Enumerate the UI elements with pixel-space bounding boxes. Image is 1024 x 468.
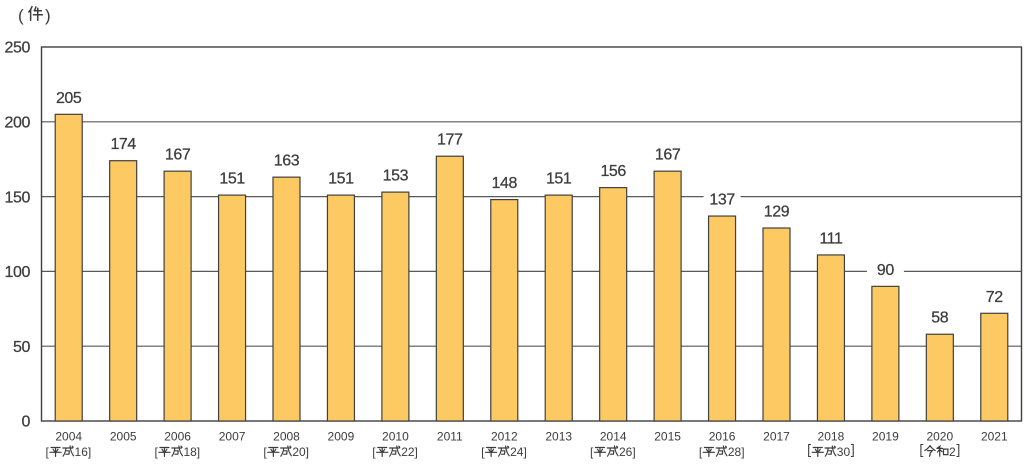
svg-text:151: 151 xyxy=(328,171,354,188)
svg-text:[: [ xyxy=(46,445,50,459)
svg-text:50: 50 xyxy=(13,339,30,356)
svg-text:111: 111 xyxy=(819,230,843,247)
svg-text:2014: 2014 xyxy=(600,430,627,444)
svg-text:2007: 2007 xyxy=(219,430,246,444)
svg-text:167: 167 xyxy=(655,147,681,164)
svg-text:148: 148 xyxy=(492,175,518,192)
svg-text:2017: 2017 xyxy=(763,430,790,444)
svg-text:2015: 2015 xyxy=(654,430,681,444)
svg-text:100: 100 xyxy=(5,264,31,281)
svg-text:2: 2 xyxy=(949,445,956,459)
svg-text:150: 150 xyxy=(5,189,31,206)
svg-text:[: [ xyxy=(154,445,158,459)
svg-text:129: 129 xyxy=(764,204,790,221)
svg-text:]: ] xyxy=(523,445,526,459)
svg-text:167: 167 xyxy=(165,147,191,164)
svg-text:26: 26 xyxy=(619,445,633,459)
svg-text:24: 24 xyxy=(510,445,524,459)
svg-text:0: 0 xyxy=(22,414,31,431)
svg-text:]: ] xyxy=(306,445,309,459)
svg-text:58: 58 xyxy=(931,310,948,327)
svg-text:18: 18 xyxy=(183,445,197,459)
svg-text:2018: 2018 xyxy=(818,430,845,444)
svg-text:2012: 2012 xyxy=(491,430,518,444)
svg-text:2010: 2010 xyxy=(382,430,409,444)
svg-text:[: [ xyxy=(699,445,703,459)
svg-text:156: 156 xyxy=(600,163,626,180)
svg-text:28: 28 xyxy=(728,445,742,459)
svg-text:[: [ xyxy=(590,445,594,459)
svg-text:2021: 2021 xyxy=(981,430,1008,444)
svg-text:2013: 2013 xyxy=(545,430,572,444)
svg-text:200: 200 xyxy=(5,115,31,132)
svg-text:]: ] xyxy=(197,445,200,459)
svg-text:177: 177 xyxy=(437,132,463,149)
svg-text:]: ] xyxy=(415,445,418,459)
svg-text:90: 90 xyxy=(877,262,894,279)
svg-text:22: 22 xyxy=(401,445,415,459)
svg-text:30: 30 xyxy=(837,445,851,459)
svg-text:137: 137 xyxy=(709,192,735,209)
svg-text:2016: 2016 xyxy=(709,430,736,444)
svg-text:20: 20 xyxy=(292,445,306,459)
svg-text:2020: 2020 xyxy=(926,430,953,444)
svg-text:[: [ xyxy=(481,445,485,459)
svg-text:): ) xyxy=(45,6,51,25)
svg-text:2008: 2008 xyxy=(273,430,300,444)
svg-text:174: 174 xyxy=(110,136,136,153)
svg-text:163: 163 xyxy=(274,153,300,170)
svg-text:[: [ xyxy=(372,445,376,459)
svg-text:2004: 2004 xyxy=(55,430,82,444)
svg-text:2011: 2011 xyxy=(437,430,463,444)
svg-text:[: [ xyxy=(263,445,267,459)
svg-text:2005: 2005 xyxy=(110,430,137,444)
svg-text:151: 151 xyxy=(219,171,245,188)
svg-text:2006: 2006 xyxy=(164,430,191,444)
svg-text:72: 72 xyxy=(986,289,1003,306)
svg-text:2009: 2009 xyxy=(328,430,355,444)
svg-text:(: ( xyxy=(18,6,24,25)
svg-text:153: 153 xyxy=(383,168,409,185)
svg-text:16: 16 xyxy=(75,445,89,459)
svg-text:]: ] xyxy=(88,445,91,459)
svg-text:]: ] xyxy=(741,445,744,459)
svg-text:151: 151 xyxy=(546,171,572,188)
svg-text:250: 250 xyxy=(5,40,31,57)
svg-text:205: 205 xyxy=(56,90,82,107)
svg-text:2019: 2019 xyxy=(872,430,899,444)
svg-text:]: ] xyxy=(632,445,635,459)
